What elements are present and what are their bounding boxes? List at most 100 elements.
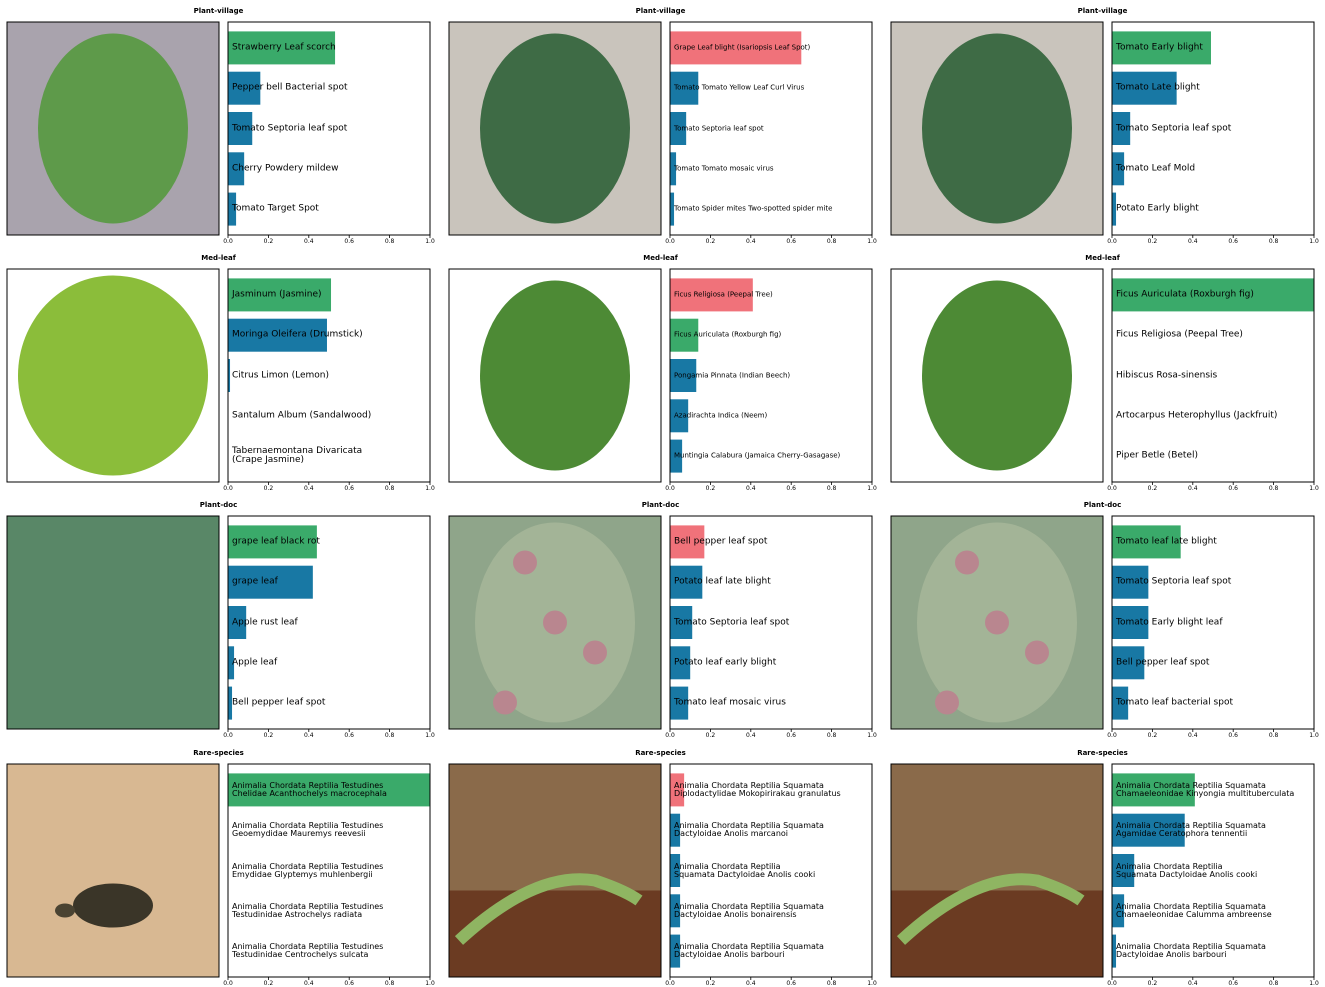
chart-title: Plant-doc — [1083, 501, 1122, 509]
bar — [1112, 606, 1149, 639]
bar-label: Tomato Septoria leaf spot — [674, 617, 790, 627]
x-tick-label: 0.6 — [786, 732, 796, 739]
image — [513, 550, 537, 575]
plot-area — [670, 764, 872, 977]
bar-label: Bell pepper leaf spot — [674, 536, 768, 547]
x-tick-label: 0.2 — [1147, 980, 1158, 987]
image-frame — [448, 515, 662, 730]
x-tick-label: 0.0 — [223, 980, 233, 987]
image-frame — [448, 763, 662, 978]
bar-label: Animalia Chordata Reptilia Squamata Dipl… — [674, 780, 841, 798]
bar — [670, 606, 693, 639]
bar — [670, 565, 703, 599]
chart-title: Plant-doc — [199, 501, 238, 509]
x-tick-label: 0.8 — [826, 732, 837, 739]
x-tick-label: 0.6 — [1228, 732, 1238, 739]
bar — [1112, 71, 1177, 105]
x-tick-label: 0.2 — [705, 238, 716, 245]
image-frame — [890, 21, 1104, 236]
bar — [1112, 686, 1129, 720]
bar-label: Muntingia Calabura (Jamaica Cherry-Gasag… — [674, 451, 841, 460]
x-tick-label: 0.8 — [384, 732, 395, 739]
bar-label: Animalia Chordata Reptilia Squamata Cham… — [1116, 901, 1272, 919]
axes-frame — [669, 21, 873, 236]
axes-frame — [227, 21, 431, 236]
bar-label: Tomato Septoria leaf spot — [674, 124, 764, 132]
bar — [670, 525, 705, 559]
x-tick-label: 0.8 — [384, 485, 395, 492]
x-tick-label: 0.2 — [1147, 238, 1158, 245]
image-frame — [6, 515, 220, 730]
image-frame — [6, 268, 220, 483]
bar — [670, 192, 675, 226]
bar-label: Bell pepper leaf spot — [1116, 657, 1210, 668]
bar-label: Ficus Auriculata (Roxburgh fig) — [674, 330, 782, 339]
bar — [670, 894, 681, 928]
x-tick-label: 1.0 — [425, 238, 435, 245]
image — [18, 275, 208, 476]
bar — [670, 152, 677, 186]
chart-title: Plant-doc — [641, 501, 680, 509]
bar-label: Ficus Religiosa (Peepal Tree) — [1116, 329, 1243, 340]
bar — [670, 813, 681, 847]
x-tick-label: 0.4 — [1188, 732, 1198, 739]
x-tick-label: 0.2 — [705, 980, 716, 987]
bar-label: Tomato Early blight leaf — [1116, 617, 1223, 627]
bar-label: Pongamia Pinnata (Indian Beech) — [674, 371, 791, 379]
axes-frame — [669, 268, 873, 483]
image — [922, 33, 1072, 224]
x-tick-label: 1.0 — [867, 732, 877, 739]
image — [55, 903, 75, 918]
x-tick-label: 0.6 — [786, 238, 796, 245]
chart-title: Med-leaf — [201, 254, 236, 262]
image — [449, 890, 661, 977]
image-frame — [890, 763, 1104, 978]
x-tick-label: 0.4 — [304, 732, 314, 739]
x-tick-label: 0.0 — [665, 485, 675, 492]
x-tick-label: 1.0 — [867, 980, 877, 987]
bar — [1112, 152, 1125, 186]
bar-label: Grape Leaf blight (Isariopsis Leaf Spot) — [674, 43, 811, 52]
x-tick-label: 0.4 — [1188, 980, 1198, 987]
bar — [1112, 278, 1314, 312]
axes-frame — [669, 763, 873, 978]
image — [493, 690, 517, 715]
bar-label: Citrus Limon (Lemon) — [232, 370, 330, 380]
bar-label: Animalia Chordata Reptilia Squamata Dact… — [674, 942, 824, 960]
bar — [1112, 773, 1195, 807]
x-tick-label: 0.2 — [263, 485, 274, 492]
bar — [1112, 112, 1131, 145]
bar-label: Apple rust leaf — [232, 617, 298, 627]
bar — [670, 646, 691, 680]
axes-frame — [227, 268, 431, 483]
image — [935, 690, 959, 715]
bar — [228, 525, 317, 559]
bar — [670, 686, 689, 720]
x-tick-label: 0.6 — [344, 238, 354, 245]
chart-title: Plant-village — [193, 7, 244, 15]
axes-frame — [1111, 268, 1315, 483]
x-tick-label: 0.2 — [263, 980, 274, 987]
x-tick-label: 1.0 — [425, 732, 435, 739]
x-tick-label: 1.0 — [1309, 238, 1319, 245]
axes-frame — [1111, 21, 1315, 236]
chart-title: Rare-species — [1077, 749, 1128, 757]
chart-title: Med-leaf — [1085, 254, 1120, 262]
bar — [228, 773, 430, 807]
x-tick-label: 1.0 — [867, 485, 877, 492]
bar-label: Animalia Chordata Reptilia Squamata Dact… — [674, 861, 816, 879]
image-frame — [448, 268, 662, 483]
bar — [670, 278, 753, 312]
bar-label: Tomato Septoria leaf spot — [232, 123, 348, 133]
x-tick-label: 0.8 — [384, 980, 395, 987]
image — [73, 883, 153, 928]
x-tick-label: 0.8 — [1268, 980, 1279, 987]
x-tick-label: 0.8 — [384, 238, 395, 245]
bar-label: grape leaf black rot — [232, 536, 320, 547]
chart-title: Plant-village — [635, 7, 686, 15]
image — [480, 33, 630, 224]
bar-label: Animalia Chordata Reptilia Testudines Em… — [232, 861, 384, 879]
x-tick-label: 0.0 — [1107, 732, 1117, 739]
bar-label: Santalum Album (Sandalwood) — [232, 410, 372, 421]
bar-label: Tomato Leaf Mold — [1116, 163, 1196, 174]
